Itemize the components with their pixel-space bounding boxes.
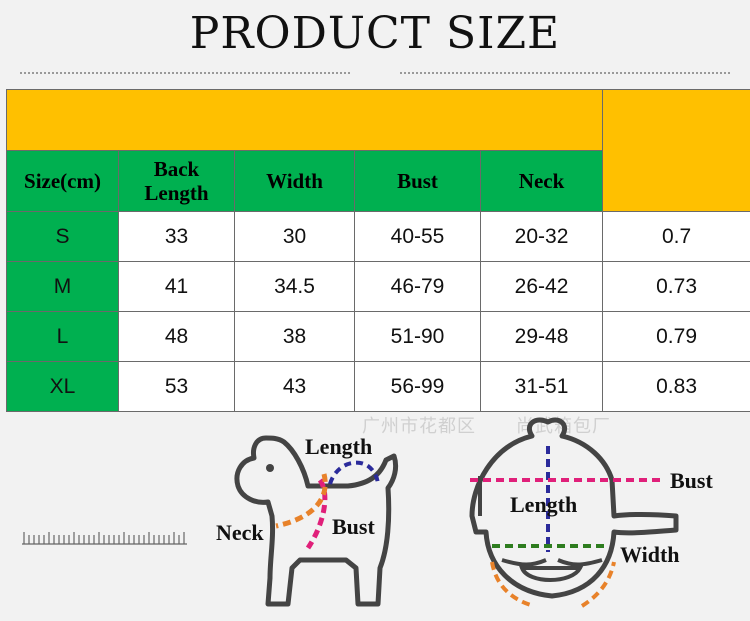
cell-back-length: 33 xyxy=(118,211,235,262)
header-bust: Bust xyxy=(354,150,481,212)
cell-width: 30 xyxy=(234,211,355,262)
cell-extra: 0.83 xyxy=(602,361,750,412)
harness-bust-label: Bust xyxy=(670,468,713,493)
cell-width: 34.5 xyxy=(234,261,355,312)
cell-bust: 40-55 xyxy=(354,211,481,262)
table-row: S 33 30 40-55 20-32 0.7 xyxy=(6,211,750,262)
cell-size: M xyxy=(6,261,119,312)
cell-bust: 46-79 xyxy=(354,261,481,312)
cell-back-length: 41 xyxy=(118,261,235,312)
dog-length-label: Length xyxy=(305,434,373,459)
size-table: Size(cm) Back Length Width Bust Neck S 3… xyxy=(5,89,750,412)
divider-right xyxy=(400,72,730,74)
divider-left xyxy=(20,72,350,74)
header-back-length: Back Length xyxy=(118,150,235,212)
table-row: M 41 34.5 46-79 26-42 0.73 xyxy=(6,261,750,312)
cell-bust: 51-90 xyxy=(354,311,481,362)
table-row: L 48 38 51-90 29-48 0.79 xyxy=(6,311,750,362)
cell-width: 38 xyxy=(234,311,355,362)
dog-neck-label: Neck xyxy=(216,520,264,545)
header-width: Width xyxy=(234,150,355,212)
cell-extra: 0.79 xyxy=(602,311,750,362)
table-row: XL 53 43 56-99 31-51 0.83 xyxy=(6,361,750,412)
harness-width-label: Width xyxy=(620,542,680,567)
cell-bust: 56-99 xyxy=(354,361,481,412)
table-banner xyxy=(5,89,604,151)
dog-bust-label: Bust xyxy=(332,514,375,539)
cell-width: 43 xyxy=(234,361,355,412)
header-neck: Neck xyxy=(479,150,604,212)
cell-neck: 29-48 xyxy=(479,311,604,362)
cell-back-length: 48 xyxy=(118,311,235,362)
header-size: Size(cm) xyxy=(6,150,119,212)
cell-extra: 0.73 xyxy=(602,261,750,312)
cell-extra: 0.7 xyxy=(602,211,750,262)
table-header-row: Size(cm) Back Length Width Bust Neck xyxy=(6,150,750,212)
cell-size: XL xyxy=(6,361,119,412)
dog-outline-icon xyxy=(234,435,399,607)
page-title: PRODUCT SIZE xyxy=(189,8,561,59)
cell-size: S xyxy=(6,211,119,262)
cell-neck: 20-32 xyxy=(479,211,604,262)
cell-size: L xyxy=(6,311,119,362)
table-banner-row xyxy=(5,89,750,212)
ruler-icon xyxy=(22,532,187,545)
harness-outline-icon xyxy=(469,417,679,608)
cell-neck: 31-51 xyxy=(479,361,604,412)
cell-neck: 26-42 xyxy=(479,261,604,312)
harness-length-label: Length xyxy=(510,492,578,517)
cell-back-length: 53 xyxy=(118,361,235,412)
table-header-extra xyxy=(602,89,750,212)
